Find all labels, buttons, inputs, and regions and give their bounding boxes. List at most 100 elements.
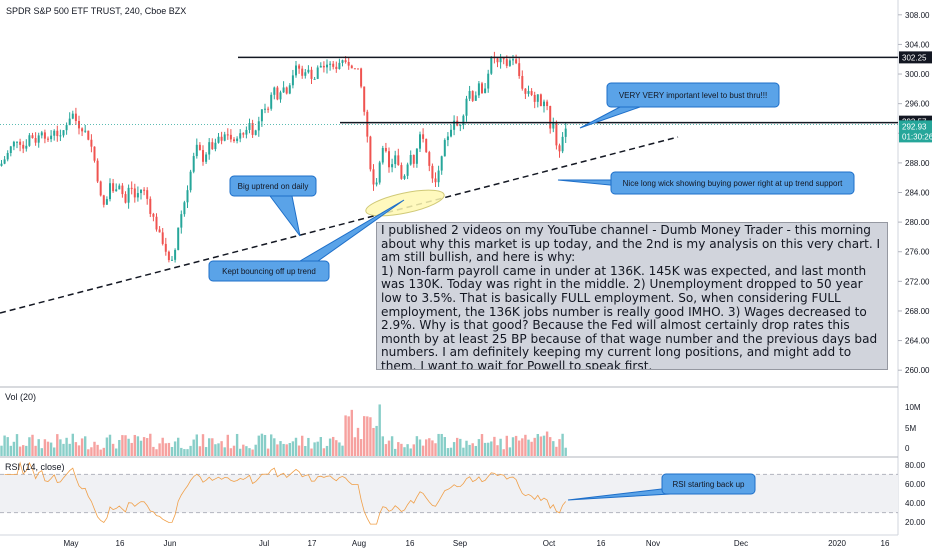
volume-bar [437,433,440,456]
price-label-text: 01:30:26 [902,132,932,141]
candle-body [217,136,220,143]
candle-body [22,144,25,149]
candle-body [521,76,524,89]
candle-body [388,151,390,168]
volume-bar [263,434,267,456]
candle-body [533,94,536,102]
candle-body [99,181,102,196]
volume-bar [288,442,291,456]
candle-body [25,145,28,149]
volume-bar [192,439,195,456]
rsi-series-line [4,461,567,525]
candle-body [304,72,307,76]
candle-body [205,154,208,162]
volume-bar [465,440,468,456]
candle-body [527,91,530,94]
candle-body [499,58,502,63]
candle-body [93,146,96,161]
candle-body [409,155,412,165]
candle-body [183,202,186,215]
candle-body [214,142,217,150]
volume-bar [555,446,558,456]
volume-bar [53,447,56,456]
volume-bar [220,441,223,456]
price-tick-label: 300.00 [905,70,930,79]
candle-body [208,142,211,155]
candle-body [152,213,155,217]
volume-bar [394,448,397,456]
candle-body [515,59,518,64]
volume-bar [397,442,400,456]
candle-body [87,130,90,140]
uptrend-line [0,136,679,314]
volume-bar [62,443,65,456]
volume-bar [242,444,245,456]
volume-bar [15,434,19,456]
price-tick-label: 260.00 [905,366,930,375]
volume-bar [65,437,68,456]
candle-body [316,67,319,79]
candle-body [6,153,9,160]
volume-bar [564,447,567,456]
volume-bar [434,443,437,456]
volume-bar [468,444,471,456]
volume-bar [409,448,412,456]
candle-body [180,214,183,228]
volume-bar [80,438,84,456]
volume-bar [561,433,564,456]
annotation-callouts[interactable]: VERY VERY important level to bust thru!!… [208,82,855,501]
volume-bar [378,404,381,456]
volume-bar [313,442,316,456]
volume-bar [335,440,338,456]
volume-bar [363,416,366,456]
time-tick-label: Sep [453,539,468,548]
volume-bar [273,438,276,456]
rsi-band [0,473,898,514]
candle-body [118,185,121,190]
candle-body [508,60,511,66]
candle-body [43,132,46,139]
candle-body [161,232,164,244]
candle-body [347,61,350,66]
candle-body [561,136,564,152]
volume-bar [93,441,96,456]
price-label-text: 292.93 [902,122,927,131]
volume-bar [254,444,257,456]
volume-bar [549,437,552,456]
candle-body [295,65,297,76]
volume-bar [304,446,307,456]
candle-body [127,187,130,203]
candle-body [440,156,443,171]
volume-bar [31,434,34,456]
volume-bar [142,437,146,456]
candle-body [239,133,242,139]
candle-body [267,108,270,110]
drawings[interactable] [0,56,898,314]
volume-bar [446,448,450,456]
volume-bar [431,440,434,456]
volume-tick-label: 5M [905,424,916,433]
candle-body [242,133,245,135]
candle-body [363,86,366,112]
candle-body [158,229,161,233]
volume-bar [400,443,403,456]
volume-bar [282,443,285,456]
volume-bar [536,434,539,456]
volume-bar [353,437,357,456]
price-tick-label: 264.00 [905,337,930,346]
volume-bar [3,435,6,456]
volume-bar [6,437,9,456]
volume-bar [173,441,177,456]
candle-body [68,118,71,126]
candle-body [143,189,146,191]
price-tick-label: 304.00 [905,40,930,49]
candle-body [400,165,403,179]
price-axis: 260.00 264.00 268.00 272.00 276.00 280.00 284.… [898,11,930,527]
candle-body [403,175,406,179]
volume-bar [204,447,208,456]
candle-body [549,106,552,129]
volume-bar [155,449,158,456]
volume-bar [338,442,341,456]
candle-body [518,63,521,77]
rsi-tick-label: 40.00 [905,499,926,508]
